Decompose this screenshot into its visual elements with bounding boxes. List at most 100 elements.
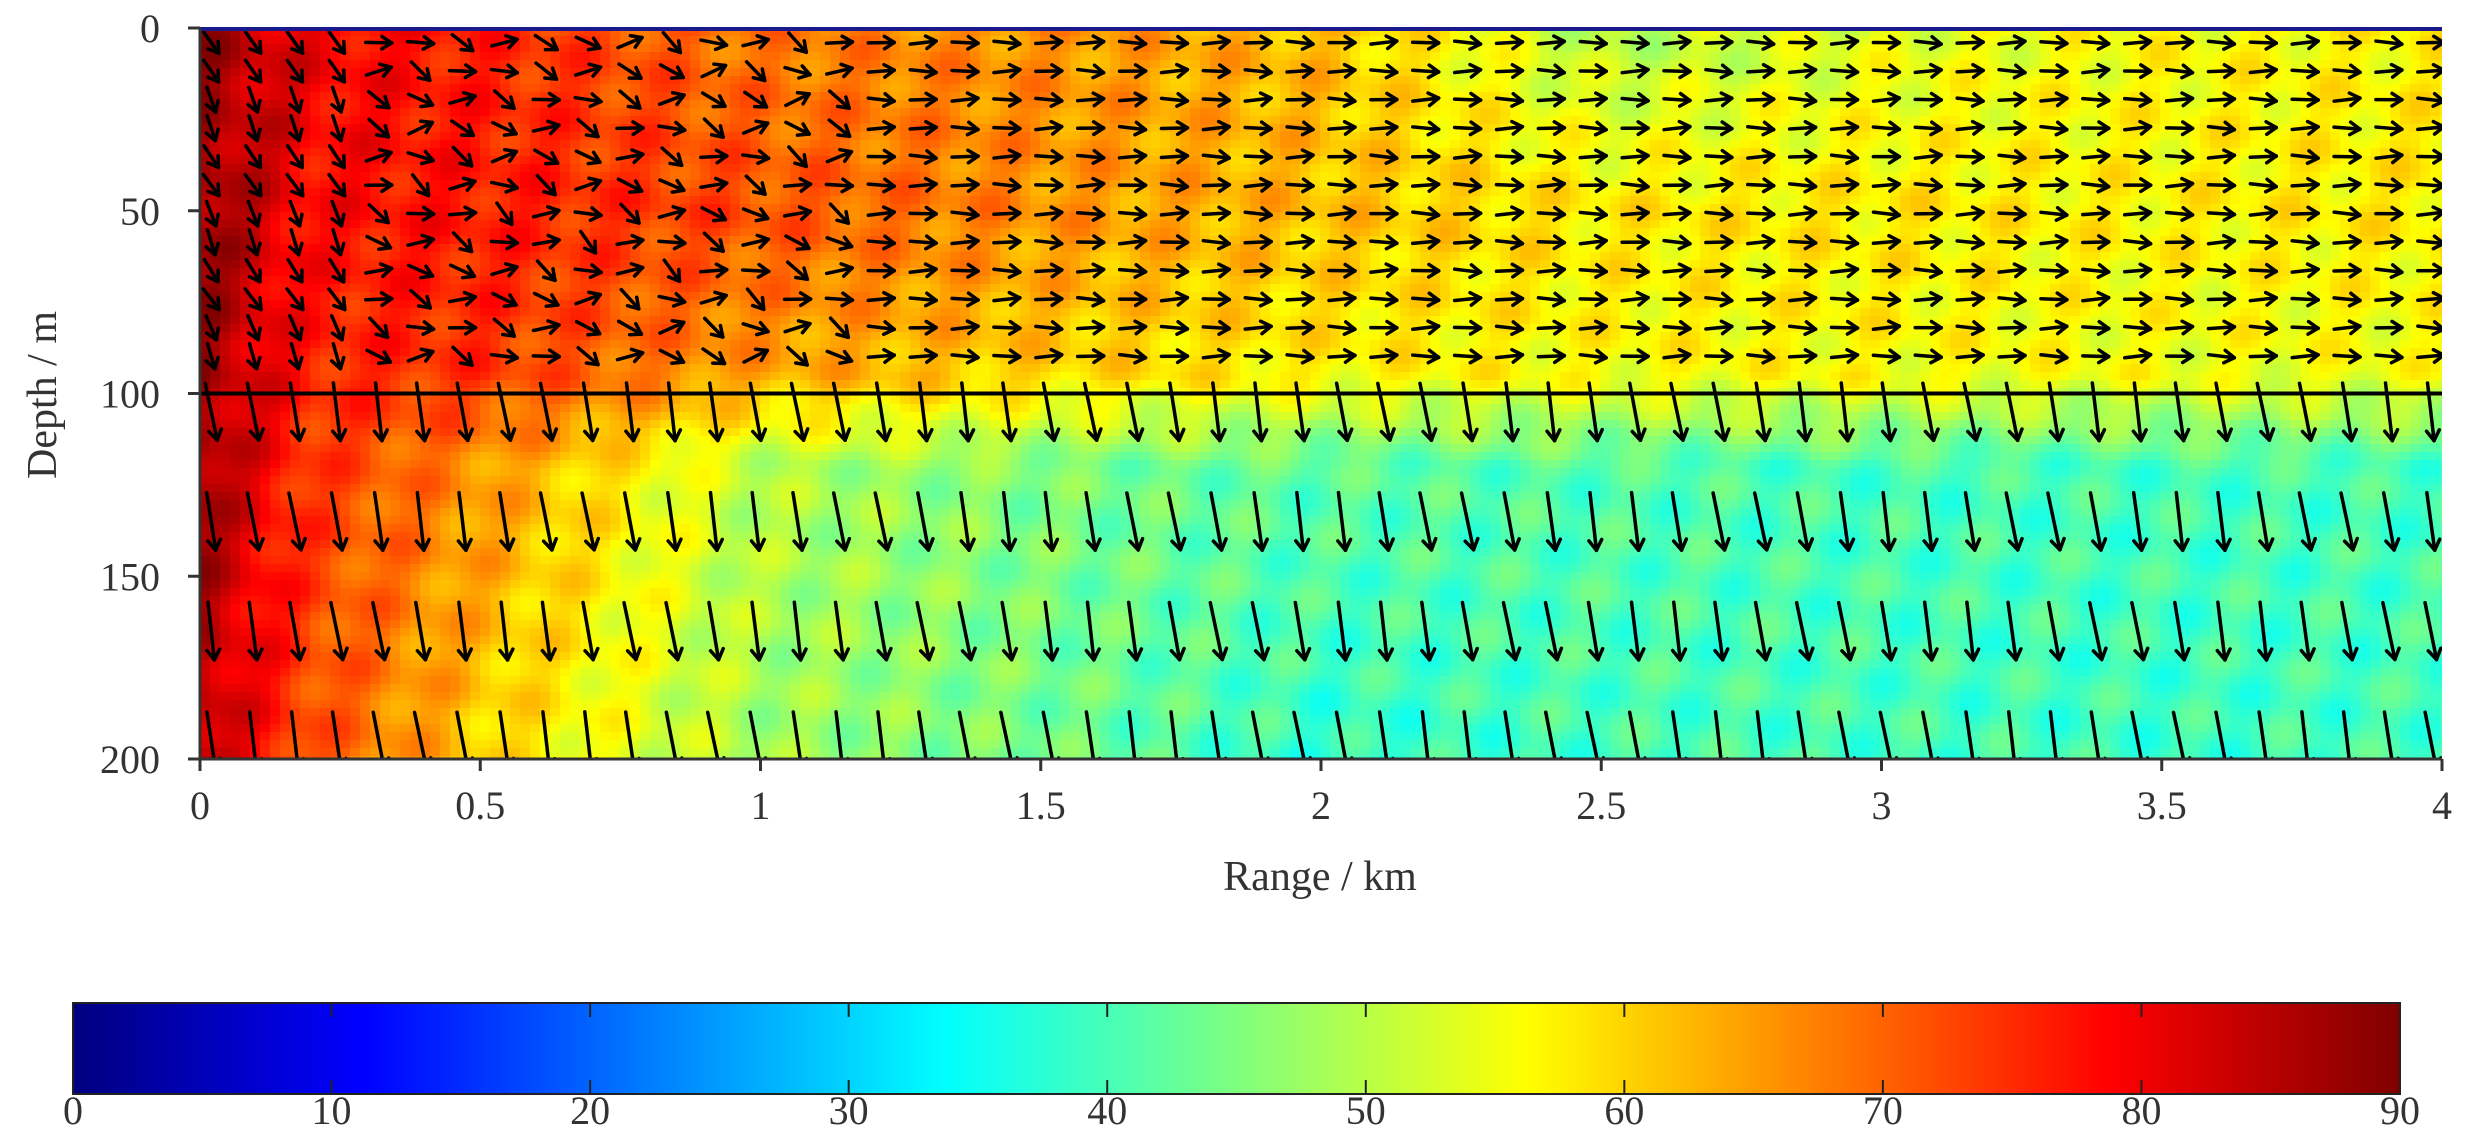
field-cell <box>2420 116 2431 125</box>
field-cell <box>1160 116 1171 125</box>
field-cell <box>1270 100 1281 109</box>
field-cell <box>1440 60 1451 69</box>
field-cell <box>2030 124 2041 133</box>
field-cell <box>880 84 891 93</box>
field-cell <box>350 116 361 125</box>
field-cell <box>2020 132 2031 141</box>
field-cell <box>1950 60 1961 69</box>
field-cell <box>1250 44 1261 53</box>
field-cell <box>1860 92 1871 101</box>
field-cell <box>1520 108 1531 117</box>
field-cell <box>760 140 771 149</box>
field-cell <box>1400 124 1411 133</box>
field-cell <box>1490 44 1501 53</box>
field-cell <box>2170 52 2181 61</box>
field-cell <box>2110 52 2121 61</box>
field-cell <box>1330 76 1341 85</box>
field-cell <box>2170 108 2181 117</box>
field-cell <box>2040 116 2051 125</box>
field-cell <box>230 124 241 133</box>
field-cell <box>2410 60 2421 69</box>
field-cell <box>2270 132 2281 141</box>
field-cell <box>2250 60 2261 69</box>
field-cell <box>360 52 371 61</box>
field-cell <box>1940 60 1951 69</box>
field-cell <box>1910 100 1921 109</box>
field-cell <box>930 52 941 61</box>
field-cell <box>870 76 881 85</box>
field-cell <box>2360 124 2371 133</box>
field-cell <box>1350 108 1361 117</box>
field-cell <box>1900 76 1911 85</box>
field-cell <box>1190 44 1201 53</box>
field-cell <box>440 140 451 149</box>
field-cell <box>990 100 1001 109</box>
field-cell <box>1280 132 1291 141</box>
field-cell <box>730 36 741 45</box>
field-cell <box>2280 76 2291 85</box>
field-cell <box>1440 44 1451 53</box>
field-cell <box>1690 116 1701 125</box>
field-cell <box>1610 124 1621 133</box>
field-cell <box>1370 132 1381 141</box>
field-cell <box>880 140 891 149</box>
field-cell <box>230 76 241 85</box>
field-cell <box>870 116 881 125</box>
field-cell <box>1560 60 1571 69</box>
field-cell <box>1450 100 1461 109</box>
field-cell <box>1060 52 1071 61</box>
field-cell <box>1860 76 1871 85</box>
field-cell <box>220 100 231 109</box>
field-cell <box>2150 84 2161 93</box>
field-cell <box>410 44 421 53</box>
field-cell <box>1540 132 1551 141</box>
field-cell <box>2200 132 2211 141</box>
field-cell <box>2310 84 2321 93</box>
field-cell <box>420 140 431 149</box>
field-cell <box>860 60 871 69</box>
field-cell <box>530 116 541 125</box>
field-cell <box>1230 140 1241 149</box>
field-cell <box>1360 124 1371 133</box>
field-cell <box>2210 84 2221 93</box>
field-cell <box>1760 84 1771 93</box>
field-cell <box>260 108 271 117</box>
field-cell <box>770 36 781 45</box>
field-cell <box>810 52 821 61</box>
field-cell <box>1860 36 1871 45</box>
field-cell <box>1040 52 1051 61</box>
field-cell <box>750 84 761 93</box>
field-cell <box>810 124 821 133</box>
field-cell <box>770 140 781 149</box>
field-cell <box>2240 76 2251 85</box>
field-cell <box>1920 52 1931 61</box>
field-cell <box>1330 52 1341 61</box>
field-cell <box>2350 84 2361 93</box>
field-cell <box>390 52 401 61</box>
field-cell <box>1490 60 1501 69</box>
field-cell <box>940 108 951 117</box>
field-cell <box>1120 84 1131 93</box>
field-cell <box>1620 116 1631 125</box>
field-cell <box>770 92 781 101</box>
field-cell <box>1300 84 1311 93</box>
field-cell <box>1790 108 1801 117</box>
field-cell <box>1800 52 1811 61</box>
field-cell <box>2380 84 2391 93</box>
field-cell <box>1190 60 1201 69</box>
field-cell <box>2070 68 2081 77</box>
field-cell <box>1980 76 1991 85</box>
field-cell <box>1110 132 1121 141</box>
field-cell <box>510 84 521 93</box>
field-cell <box>540 52 551 61</box>
field-cell <box>1650 84 1661 93</box>
field-cell <box>520 84 531 93</box>
field-cell <box>710 84 721 93</box>
field-cell <box>610 140 621 149</box>
field-cell <box>1660 100 1671 109</box>
field-cell <box>2330 84 2341 93</box>
field-cell <box>450 44 461 53</box>
field-cell <box>470 116 481 125</box>
field-cell <box>1310 60 1321 69</box>
field-cell <box>2360 100 2371 109</box>
